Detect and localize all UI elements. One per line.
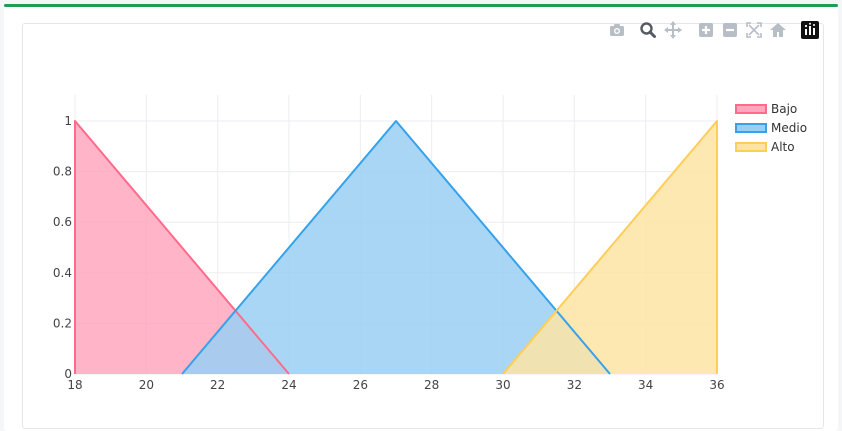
x-tick-label: 22: [210, 378, 225, 392]
y-tick-label: 0: [64, 367, 72, 381]
legend-label-bajo: Bajo: [771, 102, 797, 116]
top-accent-stripe: [4, 4, 838, 7]
x-tick-label: 24: [281, 378, 296, 392]
zoom-icon[interactable]: [638, 20, 658, 40]
autoscale-icon[interactable]: [744, 20, 764, 40]
legend-swatch-bajo: [735, 104, 767, 114]
zoom-out-icon[interactable]: [720, 20, 740, 40]
y-tick-label: 0.4: [53, 266, 72, 280]
zoom-in-icon[interactable]: [696, 20, 716, 40]
series-line-alto: [502, 120, 718, 375]
legend: Bajo Medio Alto: [735, 102, 807, 154]
y-tick-label: 0.8: [53, 165, 72, 179]
area-layer: [74, 120, 718, 375]
legend-swatch-alto: [735, 142, 767, 152]
x-tick-label: 34: [638, 378, 653, 392]
series-area-medio: [182, 121, 610, 374]
axis-layer: 18 20 22 24 26 28 30 32 34 36 0 0.2 0.4 0.6 0.8 1: [53, 114, 725, 392]
legend-swatch-medio: [735, 123, 767, 133]
legend-label-alto: Alto: [771, 140, 795, 154]
x-tick-label: 32: [567, 378, 582, 392]
x-tick-label: 36: [709, 378, 724, 392]
y-tick-label: 0.2: [53, 316, 72, 330]
camera-icon[interactable]: [607, 20, 627, 40]
reset-axes-icon[interactable]: [768, 20, 788, 40]
legend-label-medio: Medio: [771, 121, 807, 135]
x-tick-label: 28: [424, 378, 439, 392]
x-tick-label: 20: [139, 378, 154, 392]
pan-icon[interactable]: [663, 20, 683, 40]
x-tick-label: 26: [353, 378, 368, 392]
y-tick-label: 1: [64, 114, 72, 128]
x-tick-label: 18: [67, 378, 82, 392]
series-line-medio: [181, 120, 611, 375]
x-tick-label: 30: [495, 378, 510, 392]
y-tick-label: 0.6: [53, 215, 72, 229]
series-line-bajo: [74, 120, 290, 375]
plotly-logo-icon[interactable]: [800, 20, 820, 40]
